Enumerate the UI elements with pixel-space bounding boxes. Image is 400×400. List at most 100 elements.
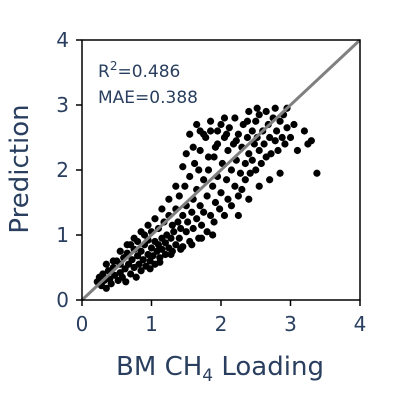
data-point bbox=[281, 140, 289, 148]
data-point bbox=[200, 208, 208, 216]
data-point bbox=[168, 221, 176, 229]
data-point bbox=[158, 205, 166, 213]
y-tick-label: 2 bbox=[56, 158, 69, 182]
data-point bbox=[227, 166, 236, 174]
data-point bbox=[137, 247, 145, 255]
y-axis-ticks: 0 1 2 3 4 bbox=[56, 28, 82, 312]
data-point bbox=[271, 137, 279, 145]
data-point bbox=[156, 258, 164, 266]
data-point bbox=[220, 211, 229, 220]
data-point bbox=[132, 273, 140, 281]
data-point bbox=[232, 137, 240, 145]
data-point bbox=[109, 257, 117, 265]
data-point bbox=[197, 221, 206, 229]
data-point bbox=[144, 221, 152, 229]
data-point bbox=[177, 245, 185, 253]
data-point bbox=[161, 250, 169, 259]
data-point bbox=[267, 150, 275, 158]
data-point bbox=[127, 270, 135, 278]
data-point bbox=[102, 284, 110, 292]
data-point bbox=[222, 130, 231, 138]
y-tick-label: 4 bbox=[56, 28, 69, 52]
data-point bbox=[206, 127, 215, 135]
data-point bbox=[188, 208, 196, 216]
data-point bbox=[206, 117, 215, 125]
data-point bbox=[196, 127, 204, 135]
data-point bbox=[167, 250, 175, 259]
data-point bbox=[149, 252, 157, 260]
data-point bbox=[243, 133, 252, 142]
data-point bbox=[245, 107, 253, 116]
data-point bbox=[290, 120, 298, 129]
data-point bbox=[245, 195, 253, 203]
data-point bbox=[186, 172, 194, 181]
data-point bbox=[222, 176, 231, 184]
y-axis-title: Prediction bbox=[5, 104, 35, 233]
data-point bbox=[213, 127, 222, 135]
data-point bbox=[189, 143, 197, 151]
data-point bbox=[161, 239, 169, 247]
data-point bbox=[262, 107, 270, 116]
data-point bbox=[172, 241, 180, 249]
data-point bbox=[225, 124, 233, 132]
data-point bbox=[147, 244, 156, 252]
data-point bbox=[197, 234, 206, 242]
data-point bbox=[234, 211, 242, 220]
y-tick-label: 3 bbox=[56, 93, 69, 117]
data-point bbox=[128, 256, 136, 264]
data-point bbox=[255, 182, 263, 190]
data-point bbox=[182, 228, 190, 236]
data-point bbox=[158, 245, 166, 253]
x-tick-label: 0 bbox=[76, 312, 89, 336]
data-point bbox=[217, 189, 225, 197]
data-point bbox=[236, 169, 245, 177]
data-point bbox=[206, 211, 215, 220]
data-point bbox=[130, 234, 138, 242]
data-point bbox=[217, 120, 225, 129]
x-axis-ticks: 0 1 2 3 4 bbox=[76, 300, 366, 336]
data-point bbox=[209, 182, 217, 190]
data-point bbox=[234, 130, 242, 138]
data-point bbox=[248, 156, 256, 164]
data-point bbox=[255, 146, 263, 155]
x-tick-label: 3 bbox=[284, 312, 297, 336]
data-point bbox=[177, 224, 185, 233]
x-tick-label: 1 bbox=[145, 312, 158, 336]
data-point bbox=[210, 218, 218, 226]
data-point bbox=[210, 153, 218, 161]
data-point bbox=[313, 169, 321, 177]
data-point bbox=[102, 260, 110, 268]
data-point bbox=[151, 215, 159, 223]
data-point bbox=[182, 150, 190, 158]
data-point bbox=[195, 166, 203, 174]
data-point bbox=[257, 159, 265, 168]
data-point bbox=[224, 195, 232, 203]
data-point bbox=[231, 182, 239, 190]
data-point bbox=[172, 182, 180, 190]
data-point bbox=[243, 117, 252, 125]
data-point bbox=[209, 231, 217, 239]
data-point bbox=[179, 211, 187, 220]
data-point bbox=[211, 143, 220, 151]
data-point bbox=[111, 271, 119, 279]
data-point bbox=[252, 117, 260, 125]
x-axis-title: BM CH4 Loading bbox=[116, 352, 324, 386]
data-point bbox=[273, 127, 281, 135]
data-point bbox=[184, 218, 192, 226]
x-tick-label: 2 bbox=[215, 312, 228, 336]
data-point bbox=[200, 176, 208, 184]
data-point bbox=[107, 280, 115, 288]
data-point bbox=[271, 104, 279, 112]
data-point bbox=[220, 114, 229, 122]
data-point bbox=[211, 198, 220, 207]
data-point bbox=[203, 192, 211, 200]
y-tick-label: 1 bbox=[56, 223, 69, 247]
data-point bbox=[276, 117, 284, 125]
r-squared-annotation: R2=0.486 bbox=[98, 59, 180, 82]
data-point bbox=[189, 224, 197, 233]
data-point bbox=[227, 202, 236, 210]
data-point bbox=[260, 140, 268, 148]
data-point bbox=[231, 114, 239, 122]
data-point bbox=[188, 241, 196, 249]
